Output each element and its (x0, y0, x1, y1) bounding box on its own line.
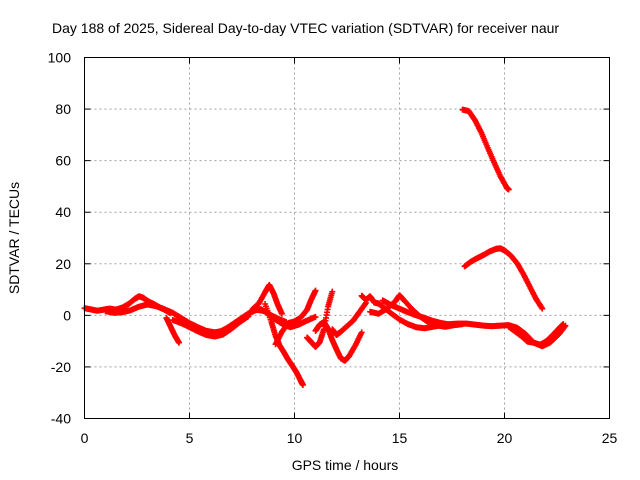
data-point (505, 186, 512, 193)
x-axis-label: GPS time / hours (292, 457, 399, 473)
series-track-8 (272, 287, 319, 348)
data-point (329, 288, 336, 295)
series-track-14 (379, 297, 462, 328)
x-tick-label: 15 (392, 430, 408, 446)
x-tick-label: 20 (497, 430, 513, 446)
y-tick-label: 60 (55, 153, 71, 169)
y-tick-label: 20 (55, 256, 71, 272)
series-track-6 (249, 281, 285, 317)
y-tick-label: -20 (51, 359, 71, 375)
data-point (560, 321, 567, 328)
x-tick-labels: 0 5 10 15 20 25 (81, 430, 618, 446)
series-track-5 (199, 306, 290, 338)
series-track-16 (459, 106, 512, 193)
series-track-3 (163, 314, 182, 346)
y-axis-label: SDTVAR / TECUs (6, 182, 22, 294)
x-tick-label: 25 (602, 430, 618, 446)
y-tick-label: -40 (51, 411, 71, 427)
data-point (176, 339, 182, 346)
y-tick-label: 100 (48, 50, 72, 66)
data-point (539, 305, 546, 312)
grid (84, 57, 610, 419)
y-tick-labels: -40 -20 0 20 40 60 80 100 (48, 50, 72, 427)
y-tick-label: 0 (63, 307, 71, 323)
data-point (312, 313, 319, 320)
data-series (81, 106, 569, 388)
series-track-15 (461, 245, 546, 312)
axis-ticks (84, 57, 610, 419)
series-track-10 (312, 319, 365, 364)
data-point (278, 310, 285, 317)
plot-frame (84, 57, 610, 419)
x-tick-label: 0 (81, 430, 89, 446)
x-tick-label: 10 (287, 430, 303, 446)
data-point (455, 321, 462, 328)
x-tick-label: 5 (186, 430, 194, 446)
y-tick-label: 80 (55, 101, 71, 117)
data-point (312, 287, 319, 294)
series-track-9 (304, 288, 336, 350)
data-point (358, 329, 365, 336)
series-track-17 (505, 321, 567, 348)
series-track-11 (329, 299, 369, 338)
y-tick-label: 40 (55, 204, 71, 220)
chart-title: Day 188 of 2025, Sidereal Day-to-day VTE… (52, 20, 559, 36)
data-point (299, 381, 306, 388)
